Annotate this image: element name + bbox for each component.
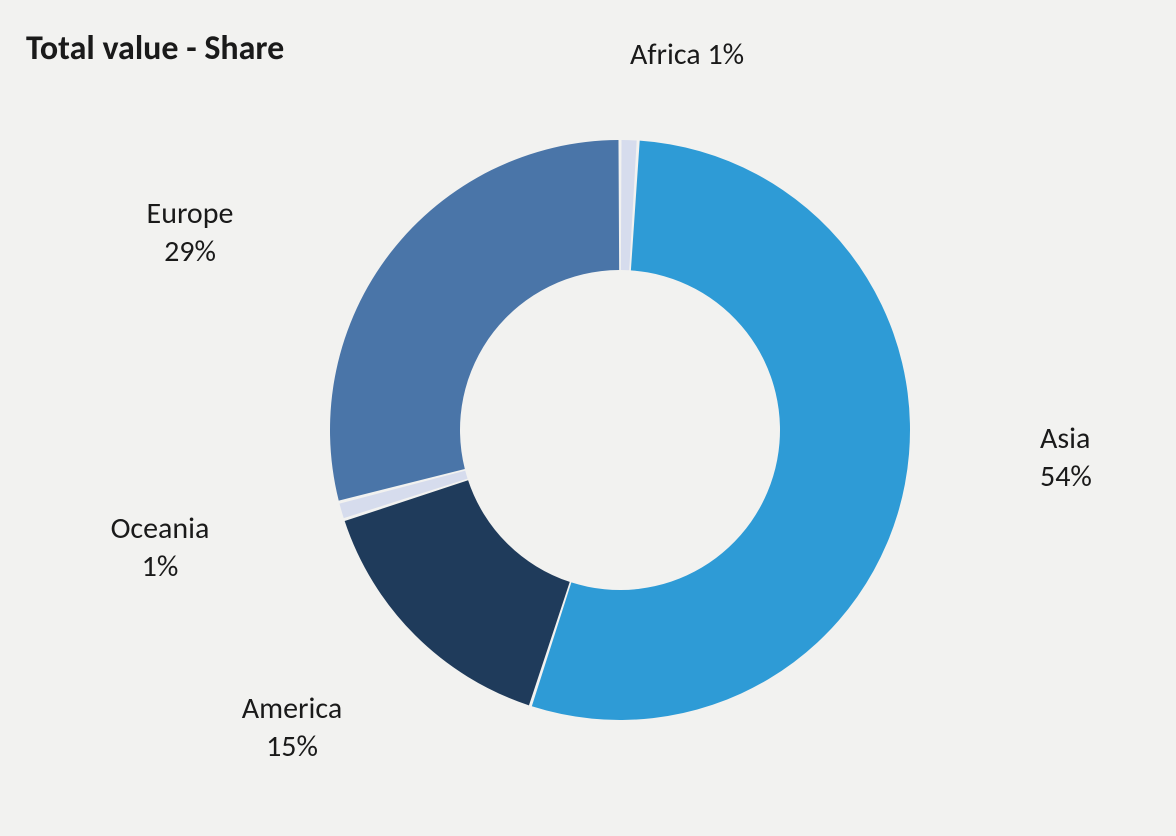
chart-title: Total value - Share [26,28,284,69]
donut-slice-europe [330,140,619,501]
slice-label-europe: Europe 29% [90,195,290,270]
slice-label-oceania: Oceania 1% [60,510,260,585]
slice-label-africa: Africa 1% [630,36,744,74]
slice-label-america: America 15% [192,690,392,765]
donut-chart [0,0,1176,836]
slice-label-asia: Asia 54% [1040,420,1092,495]
donut-slice-america [345,480,570,705]
